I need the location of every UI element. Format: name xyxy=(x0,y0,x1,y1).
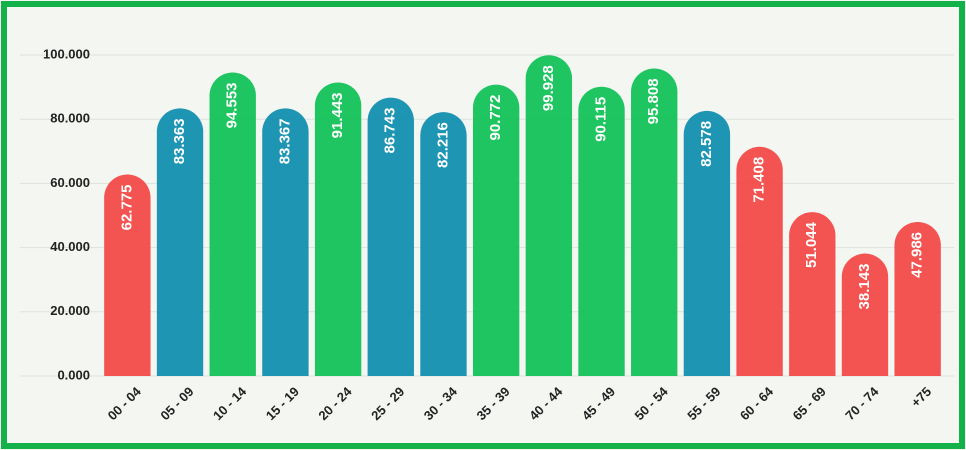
value-label: 95.808 xyxy=(645,78,662,124)
y-tick-label: 60.000 xyxy=(50,175,90,190)
value-label: 62.775 xyxy=(118,184,135,230)
value-label: 91.443 xyxy=(329,92,346,138)
value-label: 86.743 xyxy=(382,108,399,154)
y-tick-label: 80.000 xyxy=(50,111,90,126)
value-label: 83.367 xyxy=(276,118,293,164)
y-tick-label: 40.000 xyxy=(50,239,90,254)
value-label: 90.772 xyxy=(487,95,504,141)
value-label: 51.044 xyxy=(803,222,820,269)
value-label: 38.143 xyxy=(856,264,873,310)
chart: 0.000 20.000 40.000 60.000 80.000 100.000 62.7… xyxy=(0,0,966,450)
value-label: 99.928 xyxy=(540,65,557,111)
value-label: 90.115 xyxy=(593,97,610,142)
y-tick-label: 20.000 xyxy=(50,303,90,318)
value-label: 47.986 xyxy=(909,232,926,278)
value-label: 82.216 xyxy=(434,122,451,168)
value-label: 94.553 xyxy=(224,82,241,128)
value-label: 83.363 xyxy=(171,118,188,164)
y-tick-label: 100.000 xyxy=(43,46,90,61)
value-label: 82.578 xyxy=(698,121,715,167)
value-label: 71.408 xyxy=(751,157,768,203)
y-tick-label: 0.000 xyxy=(57,367,90,382)
